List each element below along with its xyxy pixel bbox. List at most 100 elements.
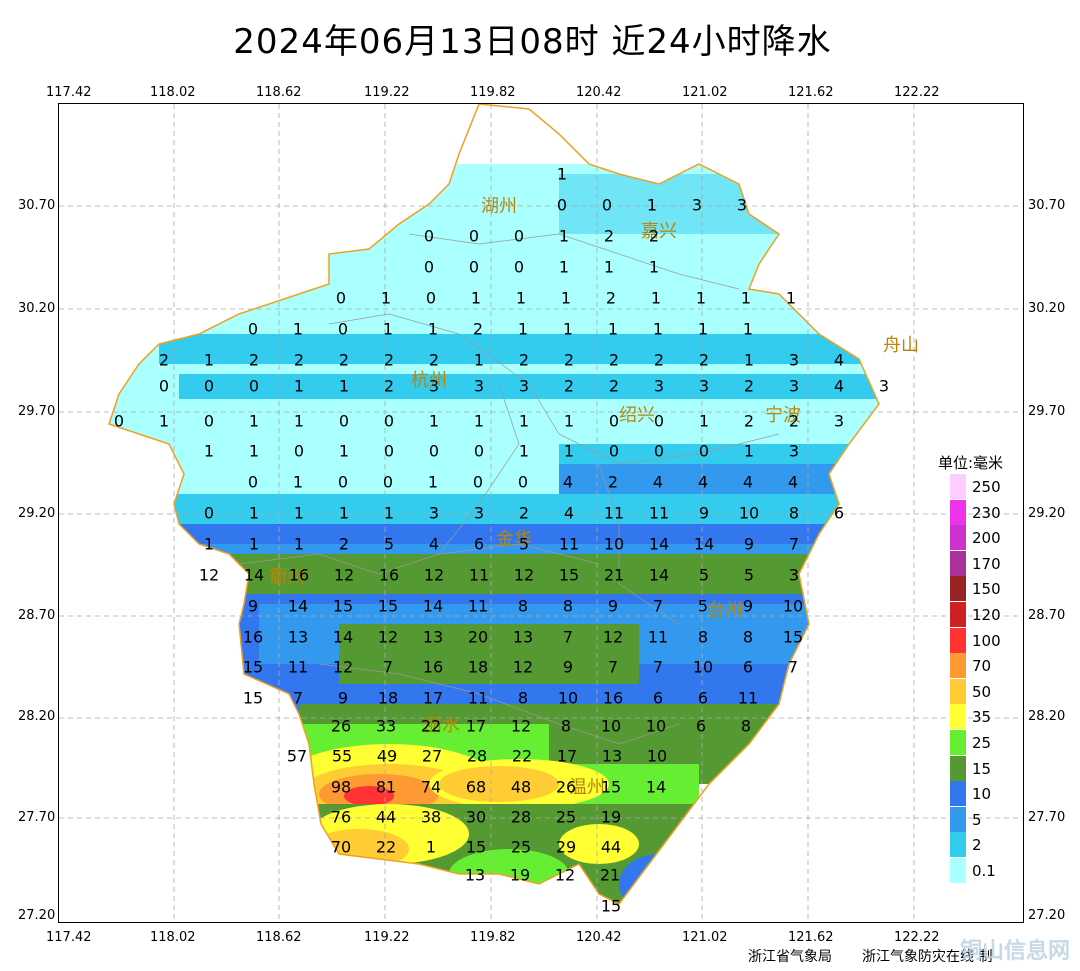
station-value: 15 <box>783 628 803 647</box>
station-value: 3 <box>789 351 799 370</box>
station-value: 14 <box>288 597 308 616</box>
station-value: 19 <box>601 808 621 827</box>
station-value: 0 <box>249 377 259 396</box>
station-value: 4 <box>834 351 844 370</box>
station-value: 10 <box>693 658 713 677</box>
station-value: 9 <box>743 597 753 616</box>
station-value: 11 <box>649 504 669 523</box>
station-value: 2 <box>744 412 754 431</box>
station-value: 1 <box>474 351 484 370</box>
station-value: 1 <box>471 289 481 308</box>
station-value: 3 <box>699 377 709 396</box>
station-value: 1 <box>699 412 709 431</box>
station-value: 5 <box>744 566 754 585</box>
station-value: 1 <box>519 412 529 431</box>
y-tick-label: 27.20 <box>18 908 56 923</box>
station-value: 2 <box>604 227 614 246</box>
station-value: 1 <box>604 258 614 277</box>
station-value: 13 <box>423 628 443 647</box>
station-value: 11 <box>604 504 624 523</box>
station-value: 1 <box>249 504 259 523</box>
station-value: 3 <box>737 196 747 215</box>
station-value: 0 <box>159 377 169 396</box>
station-value: 9 <box>699 504 709 523</box>
station-value: 11 <box>738 689 758 708</box>
y-tick-label: 28.70 <box>1028 608 1066 623</box>
station-value: 11 <box>559 535 579 554</box>
station-value: 13 <box>513 628 533 647</box>
station-value: 15 <box>243 658 263 677</box>
x-tick-label: 117.42 <box>46 85 92 100</box>
station-value: 12 <box>333 658 353 677</box>
station-value: 2 <box>789 412 799 431</box>
station-value: 4 <box>563 473 573 492</box>
station-value: 7 <box>563 628 573 647</box>
station-value: 0 <box>383 473 393 492</box>
station-value: 1 <box>159 412 169 431</box>
legend-label: 2 <box>972 836 982 855</box>
station-value: 15 <box>601 897 621 916</box>
station-value: 11 <box>468 689 488 708</box>
station-value: 30 <box>466 808 486 827</box>
station-value: 16 <box>289 566 309 585</box>
station-value: 6 <box>653 689 663 708</box>
station-value: 10 <box>739 504 759 523</box>
footer-right: 浙江气象防灾在线 制 <box>862 949 993 965</box>
station-value: 0 <box>424 227 434 246</box>
station-value: 0 <box>469 258 479 277</box>
station-value: 15 <box>333 597 353 616</box>
station-value: 4 <box>429 535 439 554</box>
legend-swatch <box>950 678 966 704</box>
station-value: 20 <box>468 628 488 647</box>
grid-lines <box>59 104 1023 922</box>
station-value: 55 <box>332 747 352 766</box>
station-value: 3 <box>429 377 439 396</box>
legend-swatch <box>950 858 966 883</box>
station-value: 14 <box>649 566 669 585</box>
station-value: 68 <box>466 778 486 797</box>
station-value: 1 <box>429 412 439 431</box>
station-value: 25 <box>511 838 531 857</box>
legend-swatch <box>950 499 966 525</box>
station-value: 11 <box>288 658 308 677</box>
station-value: 1 <box>204 442 214 461</box>
station-value: 12 <box>199 566 219 585</box>
legend-swatch <box>950 704 966 730</box>
station-value: 9 <box>338 689 348 708</box>
station-value: 12 <box>555 866 575 885</box>
station-value: 26 <box>556 778 576 797</box>
station-value: 1 <box>786 289 796 308</box>
station-value: 0 <box>336 289 346 308</box>
x-tick-label: 119.22 <box>364 85 410 100</box>
station-value: 0 <box>114 412 124 431</box>
station-value: 1 <box>294 504 304 523</box>
station-value: 12 <box>334 566 354 585</box>
station-value: 2 <box>339 351 349 370</box>
station-value: 2 <box>609 377 619 396</box>
x-tick-label: 121.62 <box>788 85 834 100</box>
station-value: 0 <box>474 442 484 461</box>
station-value: 1 <box>293 473 303 492</box>
station-value: 44 <box>601 838 621 857</box>
legend-swatch <box>950 781 966 807</box>
station-value: 1 <box>204 351 214 370</box>
station-value: 7 <box>789 535 799 554</box>
station-value: 1 <box>563 320 573 339</box>
legend-label: 120 <box>972 606 1001 624</box>
city-borders <box>238 233 780 745</box>
station-value: 0 <box>699 442 709 461</box>
station-value: 13 <box>602 747 622 766</box>
station-value: 0 <box>602 196 612 215</box>
station-value: 11 <box>468 597 488 616</box>
x-tick-label: 118.02 <box>150 930 196 945</box>
station-value: 57 <box>287 747 307 766</box>
station-value: 16 <box>423 658 443 677</box>
x-tick-label: 118.62 <box>256 85 302 100</box>
x-tick-label: 120.42 <box>576 85 622 100</box>
station-value: 25 <box>556 808 576 827</box>
legend-label: 250 <box>972 478 1001 496</box>
x-tick-label: 122.22 <box>894 85 940 100</box>
station-value: 1 <box>518 320 528 339</box>
station-value: 1 <box>564 442 574 461</box>
